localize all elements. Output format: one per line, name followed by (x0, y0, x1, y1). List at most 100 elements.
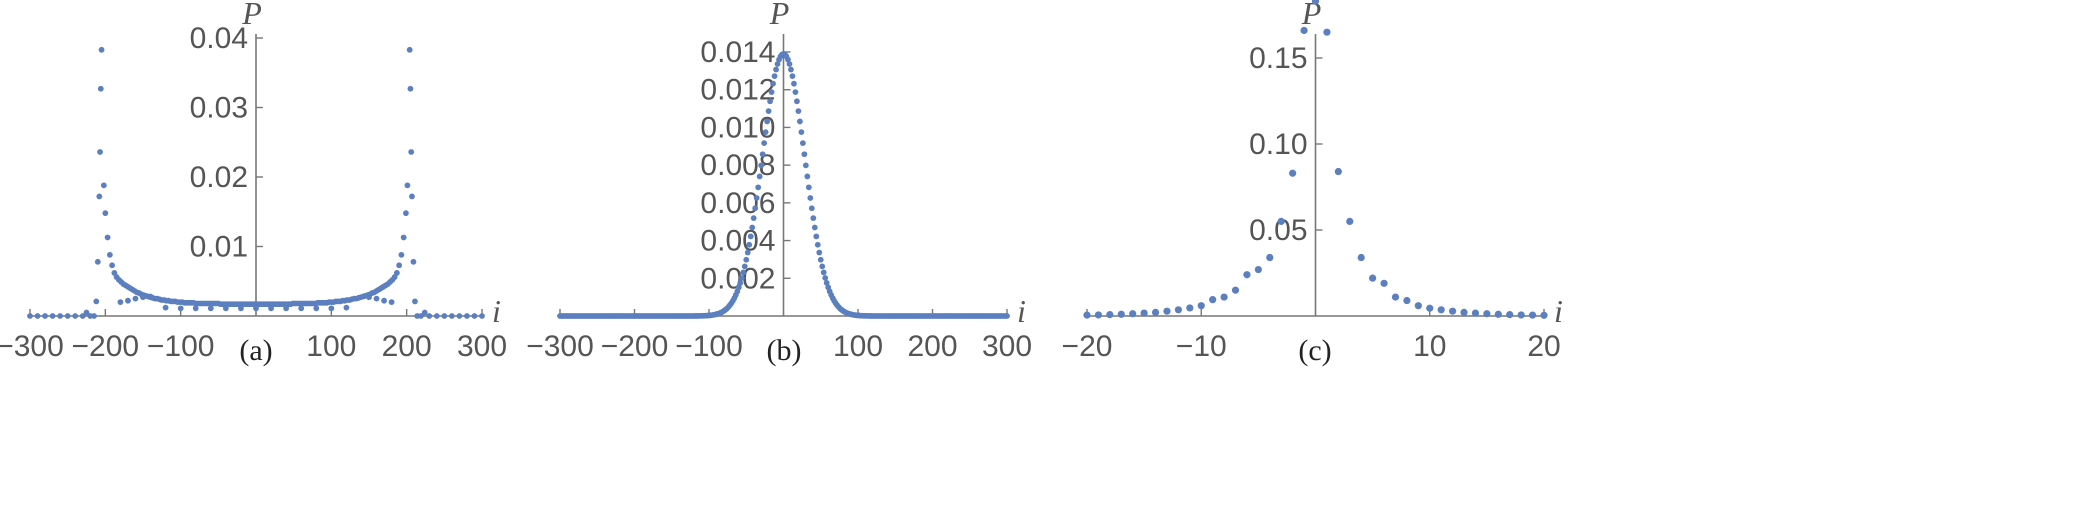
panel-c-data-point (1311, 0, 1320, 5)
panel-b-data-point (773, 66, 779, 73)
panel-a-chart: −300 −200 −100 100 200 300 0.01 0.02 0.03 0.04 i P (… (0, 0, 507, 367)
panel-a-data-point (393, 270, 400, 276)
panel-b-x-tick-label: 300 (982, 330, 1032, 363)
panel-a-data-point (222, 305, 229, 312)
panel-c-x-tick-label: −20 (1062, 330, 1113, 363)
panel-c-data-point (1140, 309, 1148, 317)
panel-c-data-point (1403, 296, 1411, 305)
panel-a-data-point (93, 298, 100, 305)
panel-b-data-point (735, 284, 742, 291)
panel-b-x-tick-label: 100 (833, 330, 883, 363)
panel-a-data-point (479, 313, 485, 319)
panel-c-data-point (1197, 302, 1205, 310)
panel-a-data-point (140, 294, 146, 301)
panel-c-chart: −20 −10 10 20 0.05 0.10 0.15 i P (c) (1062, 0, 1563, 367)
panel-b-y-tick-label: 0.006 (700, 187, 775, 220)
panel-b-caption: (b) (767, 334, 802, 367)
panel-b-data-point (786, 61, 793, 67)
panel-a-data-point (49, 313, 56, 319)
panel-b-data-point (764, 118, 771, 125)
panel-a-data-point (94, 258, 101, 265)
panel-a-data-point (104, 234, 111, 241)
panel-b-data-point (755, 184, 762, 191)
panel-c-data-point (1129, 310, 1137, 318)
panel-b-data-point (749, 224, 756, 231)
panel-a-data-point (433, 313, 440, 319)
panel-c-data-point (1174, 306, 1182, 314)
panel-a-data-point (456, 313, 463, 319)
panel-b-y-tick-label: 0.014 (700, 36, 775, 69)
panel-b-x-axis-label: i (1017, 293, 1026, 329)
panel-a-data-point (177, 305, 184, 312)
panel-c-data-point (1346, 217, 1354, 225)
panel-c-y-tick-label: 0.15 (1249, 42, 1307, 75)
panel-c-x-axis-label: i (1554, 293, 1563, 329)
panel-c-data-point (1277, 217, 1285, 225)
panel-b-data-point (808, 205, 815, 212)
panel-b-y-axis-label: P (769, 0, 790, 31)
panel-c-data-point (1094, 311, 1103, 319)
panel-b-y-tick-label: 0.010 (700, 111, 775, 144)
panel-a-data-point (100, 182, 107, 189)
panel-b-data-point (796, 118, 803, 125)
panel-a-data-point (132, 295, 139, 302)
panel-b-data-point (801, 151, 808, 158)
panel-c-data-point (1186, 304, 1194, 312)
panel-c-data-point (1437, 306, 1445, 314)
panel-b-data-point (737, 280, 744, 286)
panel-b-data-point (807, 195, 814, 201)
panel-b-data-point (740, 269, 747, 276)
panel-a-data-point (406, 46, 413, 53)
panel-b-data-point (820, 269, 827, 276)
panel-a-y-tick-label: 0.03 (190, 92, 248, 125)
panel-b-data-point (816, 249, 823, 256)
panel-a-data-point (268, 305, 274, 312)
panel-b-data-point (823, 280, 830, 286)
panel-b-data-point (813, 233, 820, 240)
panel-a-data-point (192, 305, 199, 312)
panel-b-data-point (795, 108, 802, 114)
panel-b-data-point (794, 98, 800, 105)
panel-c-data-point (1517, 311, 1525, 319)
panel-b-data-point (738, 275, 745, 281)
panel-a-data-point (96, 193, 103, 200)
panel-b-data-point (798, 129, 805, 136)
panel-a-y-tick-label: 0.02 (190, 161, 248, 194)
panel-b-data-point (752, 205, 759, 212)
panel-a-data-point (396, 262, 403, 269)
panel-b-data-point (765, 108, 772, 114)
panel-a-data-point (298, 305, 305, 312)
panel-a-data-point (102, 210, 109, 217)
panel-c-data-point (1357, 253, 1365, 262)
panel-b-data-point (805, 184, 812, 191)
panel-a-data-point (441, 313, 448, 319)
panel-c-caption: (c) (1298, 334, 1331, 367)
panel-c-data-point (1300, 26, 1308, 35)
panel-b-data-point (791, 80, 797, 87)
panel-c-data-point (1528, 311, 1537, 319)
panel-c-data-point (1163, 307, 1171, 315)
panel-a-x-tick-label: 100 (306, 330, 356, 363)
panel-c-data-point (1414, 302, 1422, 310)
panel-b-data-point (762, 129, 769, 136)
panel-b-data-point (819, 263, 826, 270)
panel-a-data-point (409, 193, 415, 200)
panel-a-data-point (464, 313, 470, 319)
panel-b-data-point (756, 173, 763, 180)
panel-a-data-point (83, 309, 90, 316)
panel-a-data-point (34, 313, 41, 319)
panel-a-data-point (400, 234, 407, 241)
panel-b-data-point (770, 80, 776, 87)
panel-c-data-point (1083, 311, 1091, 319)
panel-b-data-point (747, 233, 754, 240)
panel-a-x-tick-label: 200 (382, 330, 432, 363)
panel-c-data-point (1380, 279, 1388, 287)
panel-b-data-point (746, 241, 753, 248)
panel-a-data-point (426, 313, 433, 319)
panel-b-data-point (822, 275, 829, 281)
panel-a-data-point (125, 297, 131, 304)
panel-c-data-point (1460, 308, 1468, 316)
panel-b-y-tick-label: 0.004 (700, 225, 775, 258)
panel-b-data-point (768, 89, 775, 96)
